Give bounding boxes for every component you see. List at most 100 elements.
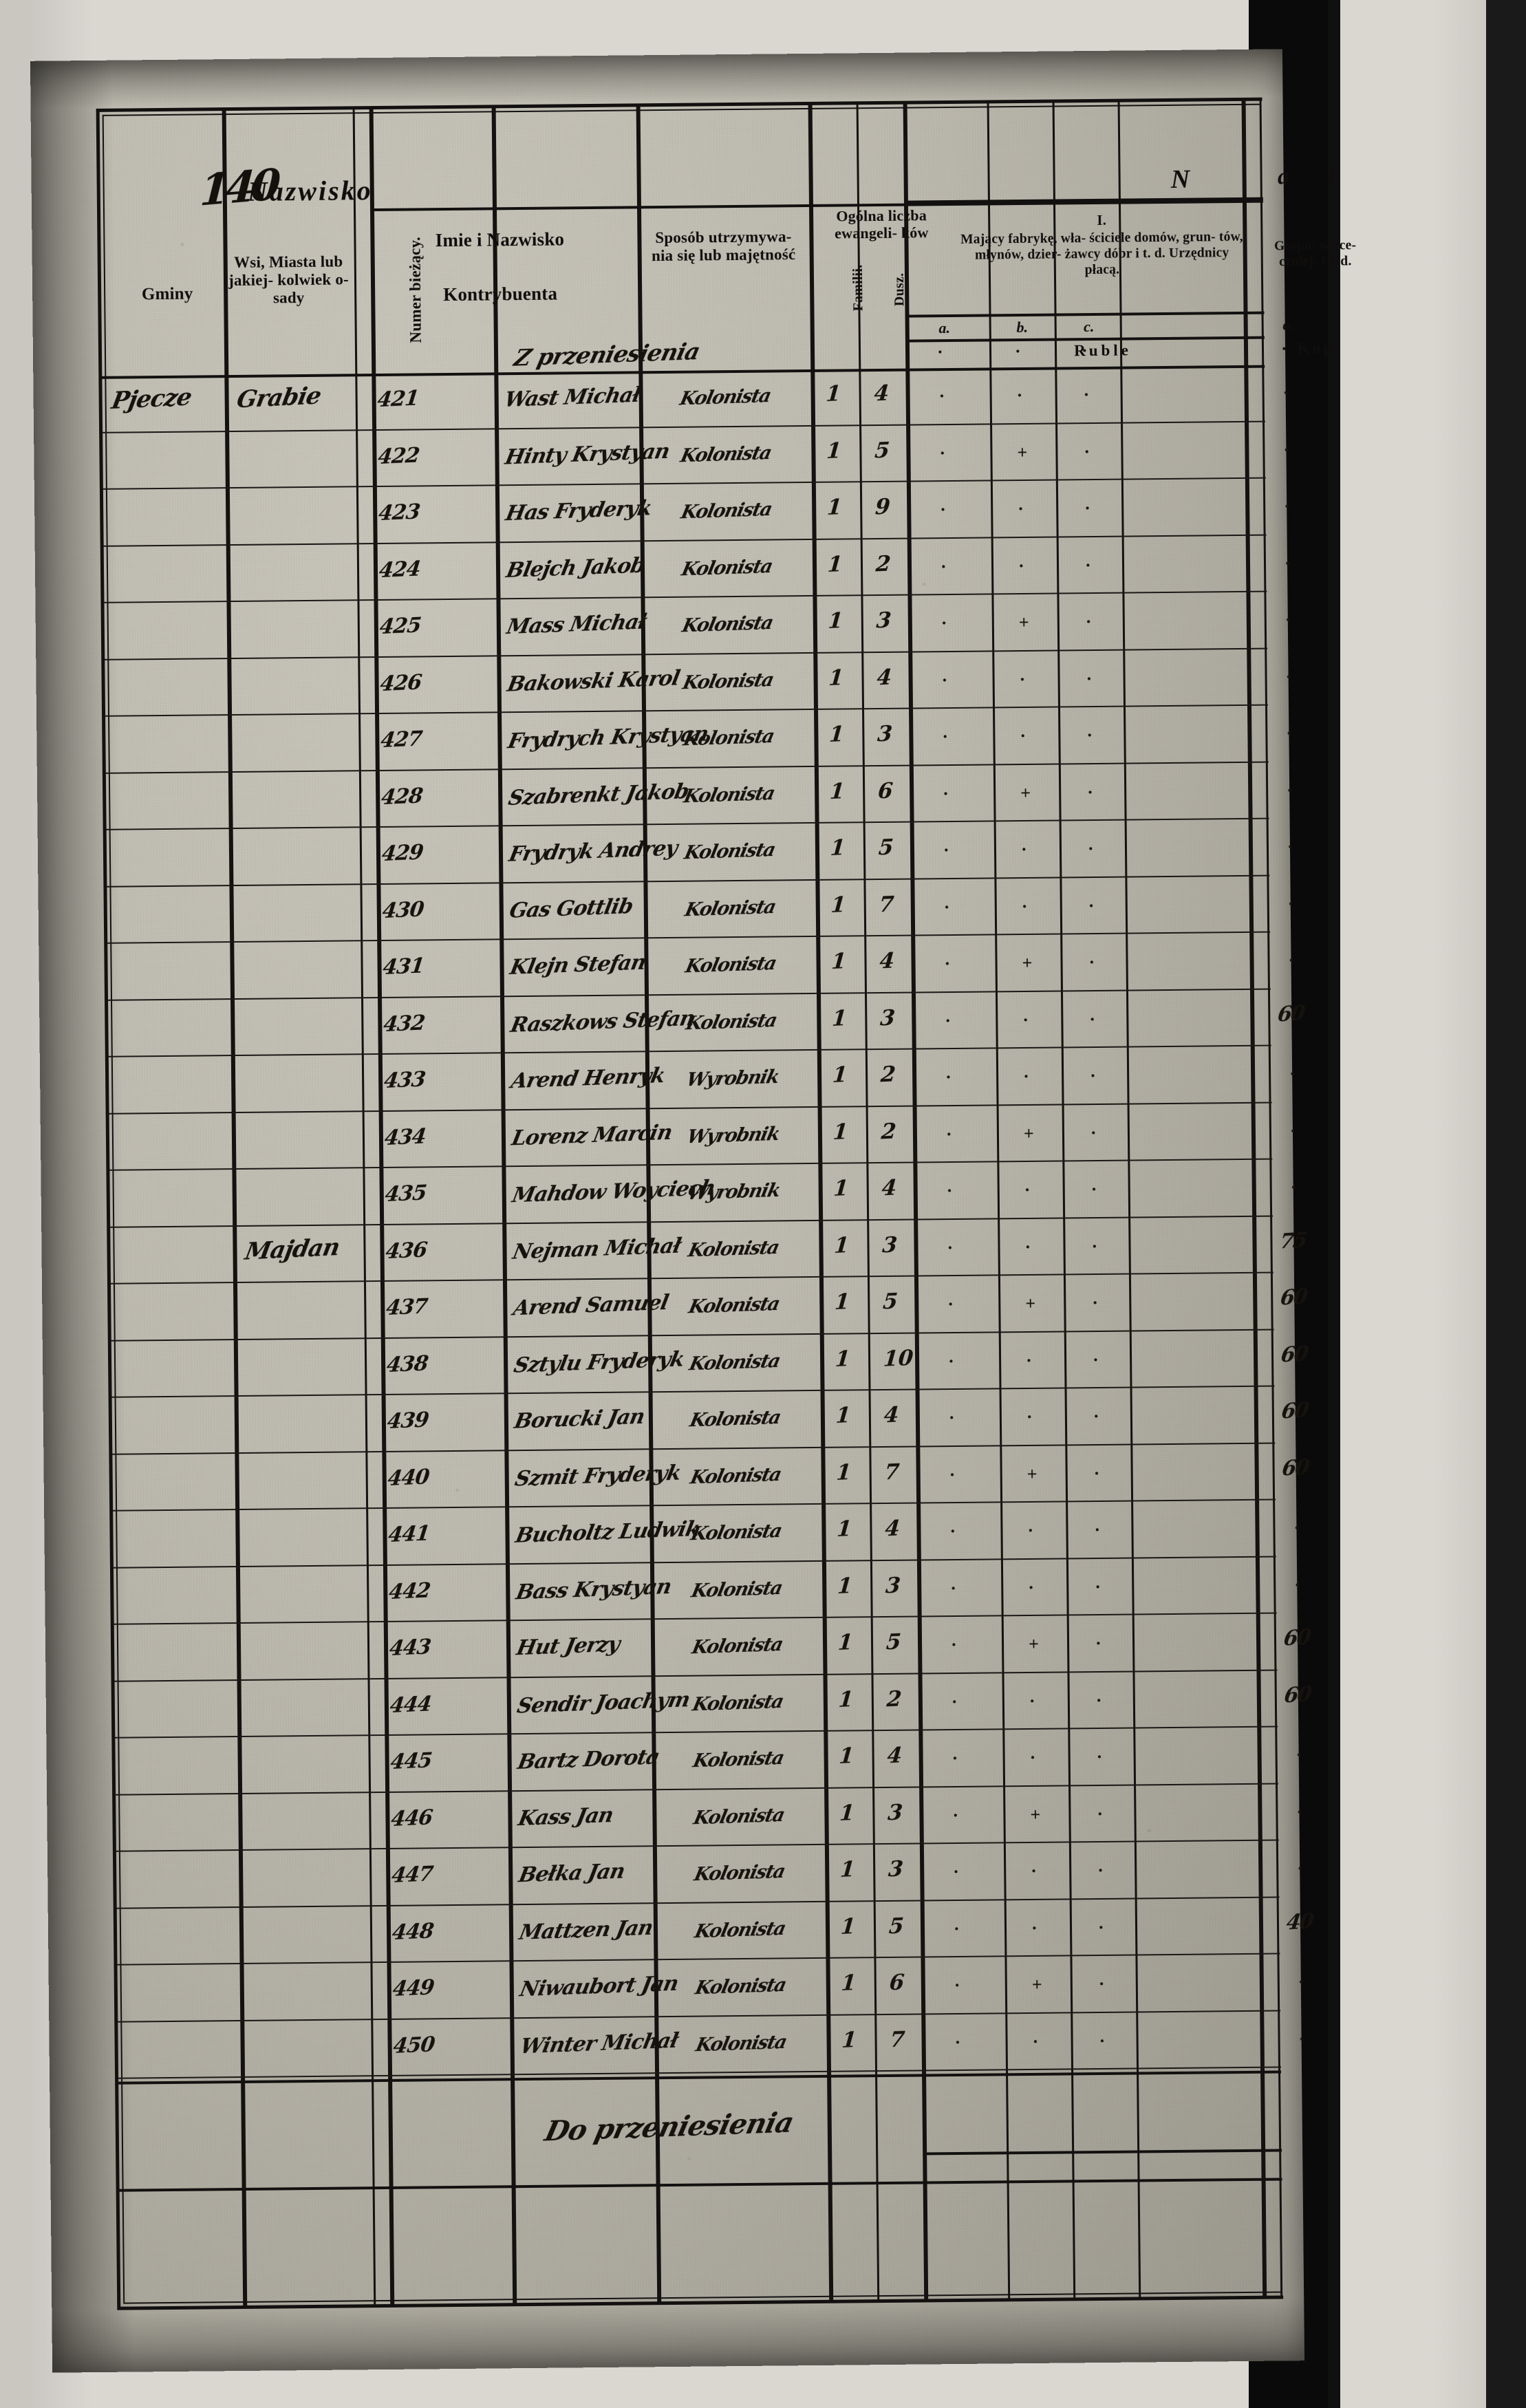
cell-dot: ·	[1287, 837, 1293, 857]
cell-dot: ·	[1025, 1350, 1032, 1370]
cell-numer: 424	[378, 556, 422, 583]
cell-dusz: 4	[886, 1743, 903, 1769]
cell-numer: 444	[388, 1691, 433, 1718]
cell-familii: 1	[828, 722, 846, 748]
cell-dot: ·	[1094, 1519, 1101, 1540]
cell-dusz: 3	[884, 1572, 902, 1598]
cell-dot: ·	[953, 1861, 960, 1882]
scanner-right-edge	[1486, 0, 1526, 2408]
cell-kop: 60	[1282, 1681, 1312, 1708]
cell-occupation: Kolonista	[691, 1747, 786, 1772]
cell-dusz: 2	[885, 1686, 903, 1712]
scanner-shadow-strip	[1328, 0, 1340, 2408]
cell-dusz: 2	[879, 1062, 897, 1088]
cell-occupation: Kolonista	[687, 1293, 782, 1318]
cell-kop: 60	[1282, 1624, 1312, 1651]
header-section-I-text: Mający fabrykę, wła- ściciele domów, gru…	[960, 229, 1243, 278]
cell-familii: 1	[833, 1232, 850, 1258]
cell-dot: ·	[1083, 385, 1090, 405]
header-a-big: a	[1277, 164, 1290, 190]
cell-occupation: Wyrobnik	[684, 1066, 781, 1091]
cell-dot: ·	[1090, 1122, 1097, 1143]
cell-occupation: Wyrobnik	[685, 1179, 782, 1205]
cell-kop: 60	[1278, 1284, 1309, 1311]
cell-occupation: Kolonista	[680, 669, 775, 694]
cell-dot: ·	[1032, 2031, 1039, 2052]
cell-dot: ·	[1081, 341, 1088, 361]
cell-familii: 1	[830, 1005, 848, 1031]
cell-dot: ·	[1282, 383, 1289, 403]
cell-dusz: 3	[887, 1799, 904, 1825]
cell-gmina: Pjecze	[109, 383, 194, 416]
cell-dot: ·	[1285, 666, 1292, 687]
cell-occupation: Kolonista	[682, 839, 777, 864]
cell-dot: ·	[1283, 439, 1290, 460]
cell-dot: ·	[1090, 1179, 1097, 1200]
cell-dot: ·	[1016, 385, 1023, 406]
cell-familii: 1	[831, 1062, 849, 1088]
cell-familii: 1	[841, 2027, 858, 2053]
cell-numer: 429	[380, 840, 425, 867]
cell-dot: ·	[951, 1691, 958, 1712]
cell-numer: 440	[386, 1464, 431, 1491]
cell-occupation: Kolonista	[679, 555, 775, 580]
cell-occupation: Kolonista	[686, 1236, 781, 1261]
cell-name: Kass Jan	[516, 1803, 615, 1831]
cell-dot: ·	[1091, 1236, 1098, 1256]
cell-dot: +	[1030, 1804, 1041, 1825]
cell-numer: 443	[388, 1635, 432, 1662]
cell-dot: ·	[939, 442, 946, 463]
cell-dot: ·	[953, 1918, 960, 1939]
cell-dot: ·	[1027, 1520, 1034, 1540]
cell-name: Blejch Jakob	[504, 552, 647, 583]
cell-dot: ·	[1031, 1917, 1038, 1938]
cell-familii: 1	[826, 495, 843, 521]
cell-numer: 422	[376, 442, 421, 469]
header-sub-b: b.	[1016, 318, 1029, 336]
cell-familii: 1	[839, 1856, 857, 1883]
cell-familii: 1	[830, 892, 847, 918]
header-dusz: Dusz.	[891, 272, 907, 307]
cell-dot: ·	[1085, 612, 1092, 632]
cell-name: Borucki Jan	[512, 1404, 647, 1434]
cell-dot: ·	[1293, 1518, 1300, 1538]
cell-occupation: Kolonista	[694, 2031, 788, 2056]
cell-dot: ·	[948, 1408, 955, 1428]
cell-dot: +	[1022, 952, 1033, 974]
cell-kop: 60	[1276, 1000, 1306, 1027]
cell-dot: ·	[1298, 2028, 1305, 2049]
cell-dot: ·	[1294, 1574, 1301, 1595]
cell-familii: 1	[830, 949, 848, 975]
cell-dot: ·	[1028, 1577, 1035, 1598]
cell-dusz: 5	[888, 1913, 905, 1939]
cell-dot: +	[1025, 1293, 1036, 1314]
cell-occupation: Kolonista	[689, 1577, 784, 1602]
cell-dot: ·	[950, 1634, 957, 1655]
cell-kop: 60	[1280, 1397, 1309, 1424]
cell-dot: ·	[1022, 1009, 1029, 1030]
cell-dot: ·	[949, 1464, 956, 1485]
cell-dot: ·	[1021, 896, 1028, 916]
cell-dot: ·	[1289, 1064, 1296, 1084]
cell-familii: 1	[825, 381, 842, 407]
header-nazwisko: Nazwisko	[247, 175, 373, 207]
cell-dot: ·	[1087, 782, 1093, 802]
cell-familii: 1	[837, 1686, 855, 1712]
cell-dusz: 4	[881, 1175, 898, 1201]
cell-dusz: 7	[889, 2026, 906, 2052]
cell-dot: ·	[1092, 1349, 1099, 1370]
cell-dot: ·	[1098, 1973, 1105, 1995]
cell-dot: ·	[1019, 669, 1026, 689]
cell-occupation: Wyrobnik	[685, 1123, 782, 1148]
cell-name: Hut Jerzy	[514, 1632, 622, 1661]
cell-dot: ·	[1023, 1066, 1029, 1087]
header-sub-a2: a.	[1282, 316, 1295, 334]
cell-occupation: Kolonista	[691, 1804, 786, 1829]
cell-numer: 421	[376, 386, 420, 413]
cell-dot: ·	[1084, 441, 1090, 462]
cell-familii: 1	[836, 1516, 853, 1542]
cell-familii: 1	[835, 1459, 852, 1485]
cell-dot: ·	[952, 1805, 959, 1825]
cell-dusz: 5	[877, 835, 894, 861]
cell-dot: ·	[1099, 2030, 1106, 2051]
